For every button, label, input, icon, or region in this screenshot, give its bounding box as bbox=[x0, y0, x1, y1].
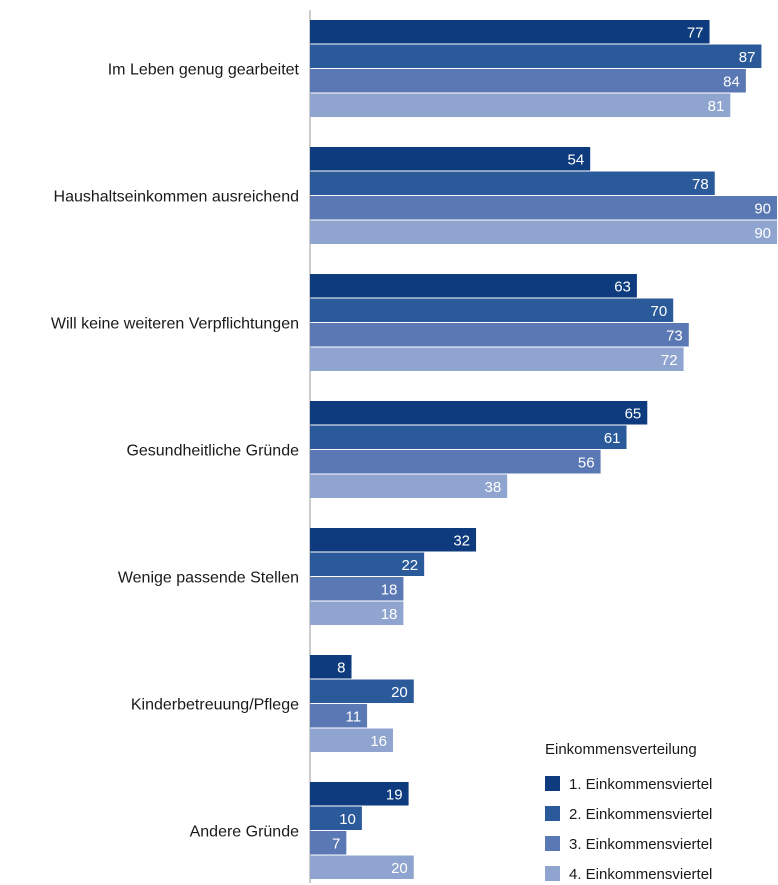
bar-will-keine-weiteren-verpflichtungen-q1 bbox=[310, 274, 637, 298]
category-label-wenige-passende-stellen: Wenige passende Stellen bbox=[118, 570, 299, 587]
bar-haushaltseinkommen-ausreichend-q1 bbox=[310, 147, 591, 171]
bar-wenige-passende-stellen-q3 bbox=[310, 577, 404, 601]
legend-swatch-q1 bbox=[545, 776, 560, 791]
value-label-wenige-passende-stellen-q1: 32 bbox=[453, 532, 470, 549]
value-label-kinderbetreuung-pflege-q4: 16 bbox=[370, 733, 387, 750]
bar-haushaltseinkommen-ausreichend-q2 bbox=[310, 171, 715, 195]
bar-gesundheitliche-gruende-q3 bbox=[310, 450, 601, 474]
value-label-haushaltseinkommen-ausreichend-q4: 90 bbox=[754, 225, 771, 242]
value-label-haushaltseinkommen-ausreichend-q2: 78 bbox=[692, 176, 709, 193]
category-label-gesundheitliche-gruende: Gesundheitliche Gründe bbox=[126, 443, 299, 460]
value-label-will-keine-weiteren-verpflichtungen-q3: 73 bbox=[666, 327, 683, 344]
value-label-andere-gruende-q4: 20 bbox=[391, 860, 408, 877]
value-label-kinderbetreuung-pflege-q2: 20 bbox=[391, 684, 408, 701]
bar-haushaltseinkommen-ausreichend-q3 bbox=[310, 196, 777, 220]
value-label-im-leben-genug-gearbeitet-q3: 84 bbox=[723, 73, 740, 90]
bar-kinderbetreuung-pflege-q4 bbox=[310, 728, 394, 752]
value-label-kinderbetreuung-pflege-q3: 11 bbox=[345, 708, 361, 725]
bar-andere-gruende-q1 bbox=[310, 782, 409, 806]
category-labels-group: Im Leben genug gearbeitet Haushaltseinkom… bbox=[51, 62, 300, 841]
value-label-andere-gruende-q3: 7 bbox=[332, 835, 340, 852]
bar-andere-gruende-q3 bbox=[310, 831, 347, 855]
bar-im-leben-genug-gearbeitet-q4 bbox=[310, 93, 731, 117]
category-label-im-leben-genug-gearbeitet: Im Leben genug gearbeitet bbox=[108, 62, 300, 79]
bar-kinderbetreuung-pflege-q3 bbox=[310, 704, 368, 728]
value-label-wenige-passende-stellen-q4: 18 bbox=[381, 606, 398, 623]
bar-wenige-passende-stellen-q4 bbox=[310, 601, 404, 625]
value-label-gesundheitliche-gruende-q1: 65 bbox=[625, 405, 642, 422]
value-label-im-leben-genug-gearbeitet-q2: 87 bbox=[739, 49, 756, 66]
value-label-haushaltseinkommen-ausreichend-q3: 90 bbox=[754, 200, 771, 217]
value-label-will-keine-weiteren-verpflichtungen-q2: 70 bbox=[651, 303, 668, 320]
bar-wenige-passende-stellen-q2 bbox=[310, 552, 425, 576]
bar-gesundheitliche-gruende-q4 bbox=[310, 474, 508, 498]
value-label-gesundheitliche-gruende-q4: 38 bbox=[484, 479, 501, 496]
value-label-will-keine-weiteren-verpflichtungen-q1: 63 bbox=[614, 278, 631, 295]
legend-swatch-q4 bbox=[545, 866, 560, 881]
bar-wenige-passende-stellen-q1 bbox=[310, 528, 477, 552]
category-label-kinderbetreuung-pflege: Kinderbetreuung/Pflege bbox=[131, 697, 299, 714]
value-label-will-keine-weiteren-verpflichtungen-q4: 72 bbox=[661, 352, 678, 369]
bar-gesundheitliche-gruende-q2 bbox=[310, 425, 627, 449]
bars-group: 7787848154789090637073726561563832221818… bbox=[310, 20, 777, 879]
legend-label-q1: 1. Einkommensviertel bbox=[569, 776, 712, 793]
category-label-andere-gruende: Andere Gründe bbox=[190, 824, 300, 841]
legend-title: Einkommensverteilung bbox=[545, 741, 697, 758]
legend-swatch-q2 bbox=[545, 806, 560, 821]
value-label-kinderbetreuung-pflege-q1: 8 bbox=[337, 659, 345, 676]
legend-swatch-q3 bbox=[545, 836, 560, 851]
value-label-haushaltseinkommen-ausreichend-q1: 54 bbox=[568, 151, 585, 168]
value-label-gesundheitliche-gruende-q2: 61 bbox=[604, 430, 621, 447]
bar-kinderbetreuung-pflege-q2 bbox=[310, 679, 414, 703]
value-label-andere-gruende-q1: 19 bbox=[386, 786, 403, 803]
value-label-im-leben-genug-gearbeitet-q4: 81 bbox=[708, 98, 725, 115]
bar-im-leben-genug-gearbeitet-q2 bbox=[310, 44, 762, 68]
value-label-wenige-passende-stellen-q2: 22 bbox=[401, 557, 418, 574]
value-label-andere-gruende-q2: 10 bbox=[339, 811, 356, 828]
bar-will-keine-weiteren-verpflichtungen-q4 bbox=[310, 347, 684, 371]
category-label-will-keine-weiteren-verpflichtungen: Will keine weiteren Verpflichtungen bbox=[51, 316, 299, 333]
bar-will-keine-weiteren-verpflichtungen-q3 bbox=[310, 323, 689, 347]
legend-label-q2: 2. Einkommensviertel bbox=[569, 806, 712, 823]
bar-im-leben-genug-gearbeitet-q3 bbox=[310, 69, 746, 93]
value-label-gesundheitliche-gruende-q3: 56 bbox=[578, 454, 595, 471]
legend-label-q3: 3. Einkommensviertel bbox=[569, 836, 712, 853]
legend: Einkommensverteilung 1. Einkommensvierte… bbox=[545, 741, 712, 883]
bar-andere-gruende-q2 bbox=[310, 806, 362, 830]
bar-im-leben-genug-gearbeitet-q1 bbox=[310, 20, 710, 44]
bar-gesundheitliche-gruende-q1 bbox=[310, 401, 648, 425]
category-label-haushaltseinkommen-ausreichend: Haushaltseinkommen ausreichend bbox=[54, 189, 299, 206]
bar-kinderbetreuung-pflege-q1 bbox=[310, 655, 352, 679]
bar-will-keine-weiteren-verpflichtungen-q2 bbox=[310, 298, 674, 322]
bar-andere-gruende-q4 bbox=[310, 855, 414, 879]
value-label-im-leben-genug-gearbeitet-q1: 77 bbox=[687, 24, 704, 41]
bar-haushaltseinkommen-ausreichend-q4 bbox=[310, 220, 777, 244]
value-label-wenige-passende-stellen-q3: 18 bbox=[381, 581, 398, 598]
legend-label-q4: 4. Einkommensviertel bbox=[569, 866, 712, 883]
